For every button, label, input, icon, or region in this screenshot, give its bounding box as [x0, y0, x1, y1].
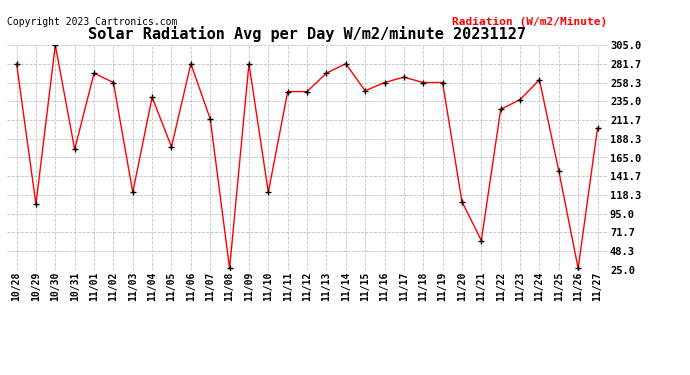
- Text: Radiation (W/m2/Minute): Radiation (W/m2/Minute): [452, 17, 607, 27]
- Text: Copyright 2023 Cartronics.com: Copyright 2023 Cartronics.com: [7, 17, 177, 27]
- Title: Solar Radiation Avg per Day W/m2/minute 20231127: Solar Radiation Avg per Day W/m2/minute …: [88, 27, 526, 42]
